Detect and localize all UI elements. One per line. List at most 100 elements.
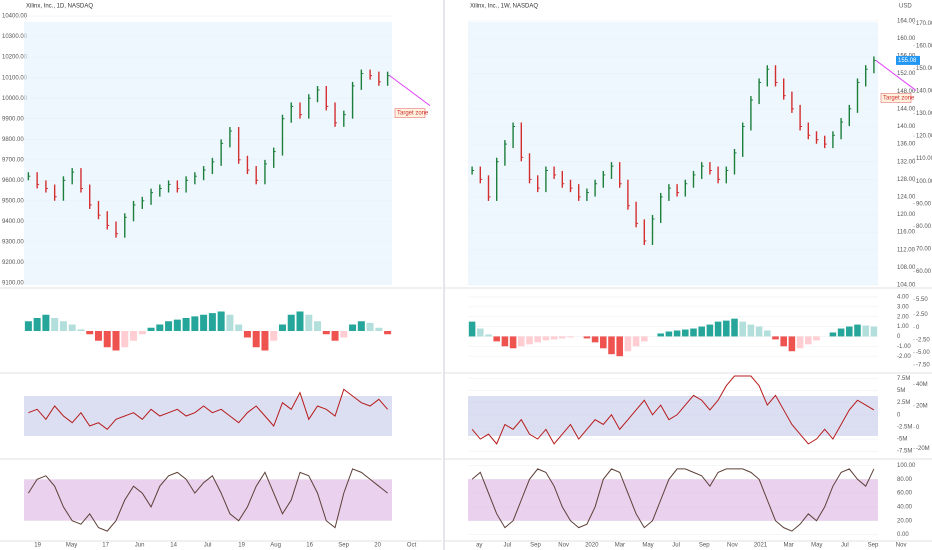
x-tick-label: Sep: [530, 543, 541, 549]
histogram-bar: [68, 324, 76, 331]
histogram-bar: [559, 336, 566, 339]
y-tick-label: -1.00: [897, 344, 911, 350]
y-tick-label: 9700.00: [2, 157, 24, 163]
target-arrow: [389, 75, 431, 107]
histogram-bar: [191, 316, 199, 331]
y2-tick-label: 60.00: [916, 269, 932, 275]
histogram-bar: [477, 328, 484, 337]
histogram-bar: [287, 314, 295, 331]
y-tick-label: 7.5M: [897, 376, 910, 382]
histogram-bar: [130, 331, 138, 341]
y-tick-label: 0: [897, 412, 901, 418]
y-tick-label: 144.00: [897, 106, 916, 112]
histogram-bar: [567, 336, 574, 338]
histogram-bar: [77, 329, 85, 331]
y-tick-label: 9500.00: [2, 198, 24, 204]
histogram-bar: [147, 327, 155, 331]
osc-band: [24, 396, 392, 436]
y2-tick-label: 170.00: [916, 21, 932, 27]
histogram-bar: [208, 313, 216, 331]
histogram-bar: [103, 331, 111, 348]
histogram-bar: [755, 326, 763, 337]
x-tick-label: 19: [34, 543, 41, 549]
y2-tick-label: 110.00: [916, 156, 932, 162]
x-tick-label: May: [811, 543, 822, 549]
histogram-bar: [156, 324, 164, 331]
left-title: Xilinx, Inc., 1D, NASDAQ: [26, 4, 93, 10]
histogram-bar: [485, 334, 492, 337]
histogram-bar: [340, 331, 348, 338]
histogram-bar: [121, 331, 129, 348]
histogram-bar: [138, 331, 146, 335]
y-tick-label: 5M: [897, 388, 905, 394]
y-tick-label: 132.00: [897, 159, 916, 165]
y-tick-label: 2.00: [897, 314, 909, 320]
y2-tick-label: 120.00: [916, 134, 932, 140]
target-box: [880, 93, 912, 103]
osc-band: [468, 396, 878, 436]
histogram-bar: [641, 336, 648, 342]
x-tick-label: Jul: [672, 543, 680, 549]
histogram-bar: [357, 321, 365, 331]
histogram-bar: [217, 311, 225, 331]
x-tick-label: Sep: [868, 543, 879, 549]
y-tick-label: 124.00: [897, 195, 916, 201]
y-tick-label: 152.00: [897, 71, 916, 77]
y-tick-label: 9200.00: [2, 260, 24, 266]
y2-tick-label: 2.50: [916, 312, 928, 318]
histogram-bar: [42, 314, 50, 331]
target-arrow: [875, 60, 917, 91]
x-tick-label: Nov: [558, 543, 569, 549]
x-tick-label: Oct: [407, 543, 417, 549]
y-tick-label: 9600.00: [2, 178, 24, 184]
x-tick-label: 16: [306, 543, 313, 549]
y-tick-label: 2.5M: [897, 400, 910, 406]
histogram-bar: [698, 326, 705, 337]
y2-tick-label: 0: [916, 425, 920, 431]
histogram-bar: [870, 326, 878, 337]
histogram-bar: [780, 336, 787, 347]
y-tick-label: 116.00: [897, 230, 916, 236]
histogram-bar: [854, 324, 861, 337]
x-tick-label: Jun: [135, 543, 145, 549]
histogram-bar: [322, 331, 330, 335]
histogram-bar: [805, 336, 812, 345]
y-tick-label: 10200.00: [2, 55, 28, 61]
histogram-bar: [86, 331, 94, 335]
histogram-bar: [550, 336, 558, 340]
histogram-bar: [739, 321, 746, 337]
histogram-bar: [583, 336, 591, 339]
histogram-bar: [173, 319, 181, 331]
osc-line: [471, 375, 875, 445]
histogram-bar: [764, 330, 771, 337]
histogram-bar: [813, 336, 820, 341]
y-tick-label: 104.00: [897, 283, 916, 289]
y-tick-label: 160.00: [897, 36, 916, 42]
histogram-bar: [731, 318, 738, 337]
stoch-line: [27, 468, 388, 532]
x-tick-label: May: [66, 543, 77, 549]
y2-tick-label: 70.00: [916, 246, 932, 252]
y-tick-label: 9800.00: [2, 137, 24, 143]
channel-band: [24, 22, 392, 285]
histogram-bar: [657, 333, 664, 337]
x-tick-label: Sep: [699, 543, 710, 549]
histogram-bar: [94, 331, 102, 341]
histogram-bar: [243, 331, 251, 338]
y2-tick-label: 0: [916, 325, 920, 331]
y-tick-label: 140.00: [897, 124, 916, 130]
histogram-bar: [305, 314, 313, 331]
x-tick-label: 20: [374, 543, 381, 549]
y-tick-label: 9300.00: [2, 239, 24, 245]
y2-tick-label: 100.00: [916, 179, 932, 185]
y-tick-label: 112.00: [897, 247, 916, 253]
target-box: [394, 108, 426, 118]
x-tick-label: 19: [238, 543, 245, 549]
osc-line: [28, 388, 388, 431]
histogram-bar: [165, 321, 173, 331]
y-tick-label: 128.00: [897, 177, 916, 183]
y2-tick-label: 40M: [916, 382, 928, 388]
right-title: Xilinx, Inc., 1W, NASDAQ: [470, 4, 538, 10]
histogram-bar: [261, 331, 269, 351]
x-tick-label: Mar: [615, 543, 625, 549]
